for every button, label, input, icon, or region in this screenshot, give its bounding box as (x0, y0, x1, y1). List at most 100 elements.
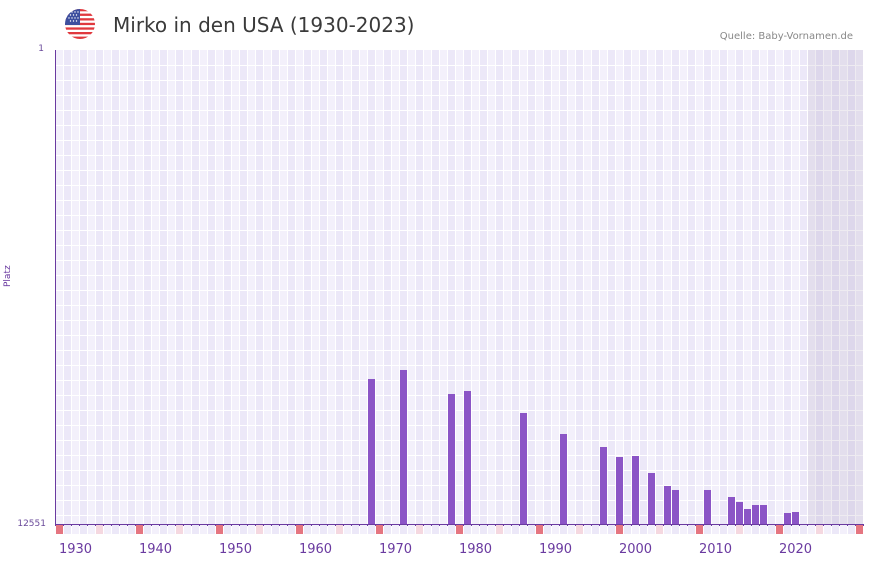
year-marker (664, 525, 671, 534)
grid-column (248, 50, 255, 525)
year-marker (696, 525, 703, 534)
grid-column (832, 50, 839, 525)
grid-column (368, 50, 375, 525)
year-marker (768, 525, 775, 534)
year-marker (520, 525, 527, 534)
grid-column (72, 50, 79, 525)
year-marker (296, 525, 303, 534)
bar-2016[interactable] (760, 505, 767, 525)
grid-line (56, 350, 863, 351)
year-marker (856, 525, 863, 534)
year-marker (368, 525, 375, 534)
grid-column (560, 50, 567, 525)
year-marker (608, 525, 615, 534)
year-marker (184, 525, 191, 534)
year-marker (808, 525, 815, 534)
year-marker (208, 525, 215, 534)
grid-column (104, 50, 111, 525)
grid-line (56, 365, 863, 366)
bar-2005[interactable] (672, 490, 679, 525)
bar-2012[interactable] (728, 497, 735, 525)
year-marker (728, 525, 735, 534)
bar-1996[interactable] (600, 446, 607, 525)
year-marker (792, 525, 799, 534)
grid-line (56, 80, 863, 81)
grid-column (728, 50, 735, 525)
grid-column (376, 50, 383, 525)
year-marker (216, 525, 223, 534)
grid-column (200, 50, 207, 525)
year-marker (256, 525, 263, 534)
bar-2002[interactable] (648, 472, 655, 525)
bar-2020[interactable] (792, 511, 799, 525)
grid-line (56, 470, 863, 471)
grid-column (736, 50, 743, 525)
grid-column (776, 50, 783, 525)
year-marker (328, 525, 335, 534)
bar-2009[interactable] (704, 490, 711, 525)
year-marker (272, 525, 279, 534)
grid-column (752, 50, 759, 525)
year-marker (544, 525, 551, 534)
grid-column (584, 50, 591, 525)
grid-column (304, 50, 311, 525)
bar-2014[interactable] (744, 508, 751, 525)
grid-column (312, 50, 319, 525)
bar-2019[interactable] (784, 513, 791, 525)
year-marker (224, 525, 231, 534)
grid-line (56, 110, 863, 111)
bar-2004[interactable] (664, 486, 671, 525)
grid-line (56, 395, 863, 396)
grid-column (256, 50, 263, 525)
bar-1977[interactable] (448, 394, 455, 525)
grid-line (56, 305, 863, 306)
grid-line (56, 155, 863, 156)
year-marker (632, 525, 639, 534)
grid-column (496, 50, 503, 525)
bar-1998[interactable] (616, 457, 623, 525)
bar-1971[interactable] (400, 370, 407, 525)
grid-line (56, 485, 863, 486)
year-marker (376, 525, 383, 534)
grid-column (88, 50, 95, 525)
grid-column (528, 50, 535, 525)
bar-1979[interactable] (464, 390, 471, 525)
year-marker (800, 525, 807, 534)
year-marker (344, 525, 351, 534)
grid-column (424, 50, 431, 525)
year-marker (384, 525, 391, 534)
year-marker (392, 525, 399, 534)
grid-column (504, 50, 511, 525)
chart-title: Mirko in den USA (1930-2023) (113, 13, 415, 37)
bar-2000[interactable] (632, 456, 639, 525)
bar-1986[interactable] (520, 413, 527, 525)
year-marker (504, 525, 511, 534)
year-marker (528, 525, 535, 534)
grid-line (56, 230, 863, 231)
bar-1967[interactable] (368, 378, 375, 525)
x-tick-label: 1980 (458, 542, 493, 557)
grid-column (400, 50, 407, 525)
grid-column (808, 50, 815, 525)
year-marker (96, 525, 103, 534)
year-marker (312, 525, 319, 534)
grid-column (264, 50, 271, 525)
grid-column (184, 50, 191, 525)
bar-1991[interactable] (560, 434, 567, 525)
grid-column (512, 50, 519, 525)
year-marker (640, 525, 647, 534)
grid-column (144, 50, 151, 525)
x-axis-line (55, 524, 864, 526)
grid-column (576, 50, 583, 525)
bar-2015[interactable] (752, 505, 759, 525)
year-marker (80, 525, 87, 534)
year-marker (672, 525, 679, 534)
grid-line (56, 140, 863, 141)
grid-line (56, 335, 863, 336)
grid-line (56, 65, 863, 66)
grid-column (488, 50, 495, 525)
bar-2013[interactable] (736, 502, 743, 525)
grid-column (760, 50, 767, 525)
x-tick-label: 1970 (378, 542, 413, 557)
grid-line (56, 95, 863, 96)
